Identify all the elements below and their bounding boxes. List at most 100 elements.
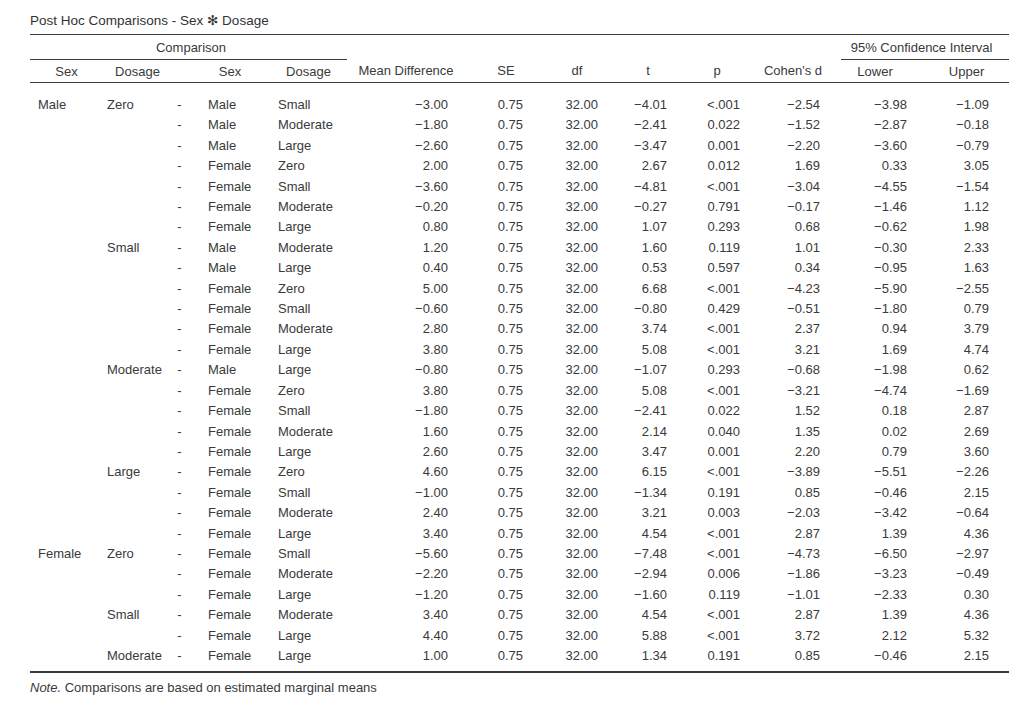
cell-p: <.001	[689, 605, 745, 625]
cell-cohens-d: 2.87	[745, 605, 841, 625]
cell-t: −1.34	[607, 483, 689, 503]
cell-cohens-d: 2.37	[745, 319, 841, 339]
cell-minus: -	[172, 95, 190, 115]
cell-df: 32.00	[547, 197, 607, 217]
cell-t: −0.27	[607, 197, 689, 217]
cell-sex-a	[30, 401, 103, 421]
ci-group-header: 95% Confidence Interval	[841, 35, 1009, 60]
cell-mean-difference: 4.60	[347, 462, 465, 482]
table-row: -FemaleLarge3.400.7532.004.54<.0012.871.…	[30, 524, 1009, 544]
table-row: -FemaleModerate2.400.7532.003.210.003−2.…	[30, 503, 1009, 523]
cell-ci-lower: −1.46	[841, 197, 909, 217]
cell-df: 32.00	[547, 646, 607, 666]
cell-sex-a: Female	[30, 544, 103, 564]
cell-p: 0.119	[689, 238, 745, 258]
cell-t: 0.53	[607, 258, 689, 278]
cell-mean-difference: 5.00	[347, 279, 465, 299]
cell-t: 6.68	[607, 279, 689, 299]
table-row: Large-FemaleZero4.600.7532.006.15<.001−3…	[30, 462, 1009, 482]
cell-minus: -	[172, 360, 190, 380]
cell-p: <.001	[689, 462, 745, 482]
cell-minus: -	[172, 238, 190, 258]
cell-se: 0.75	[465, 279, 547, 299]
cell-p: 0.119	[689, 585, 745, 605]
cell-minus: -	[172, 197, 190, 217]
cell-t: 3.74	[607, 319, 689, 339]
cell-ci-lower: −5.90	[841, 279, 909, 299]
cell-p: 0.597	[689, 258, 745, 278]
cell-se: 0.75	[465, 422, 547, 442]
table-row: -FemaleLarge−1.200.7532.00−1.600.119−1.0…	[30, 585, 1009, 605]
cell-ci-upper: −2.26	[909, 462, 1009, 482]
cell-ci-upper: 4.36	[909, 605, 1009, 625]
cell-dosage-a	[103, 197, 172, 217]
table-row: Small-FemaleModerate3.400.7532.004.54<.0…	[30, 605, 1009, 625]
cell-sex-a	[30, 217, 103, 237]
cell-p: 0.040	[689, 422, 745, 442]
cell-minus: -	[172, 585, 190, 605]
cell-dosage-a	[103, 177, 172, 197]
cell-t: 5.08	[607, 381, 689, 401]
cell-se: 0.75	[465, 646, 547, 666]
cell-t: −1.07	[607, 360, 689, 380]
cell-cohens-d: −0.17	[745, 197, 841, 217]
cell-sex-a	[30, 564, 103, 584]
cell-sex-b: Female	[190, 340, 270, 360]
cell-t: −3.47	[607, 136, 689, 156]
cell-dosage-a	[103, 585, 172, 605]
cell-df: 32.00	[547, 442, 607, 462]
cell-ci-upper: −1.54	[909, 177, 1009, 197]
cell-dosage-b: Zero	[270, 462, 347, 482]
cell-minus: -	[172, 422, 190, 442]
cell-sex-a	[30, 156, 103, 176]
cell-cohens-d: 1.69	[745, 156, 841, 176]
cell-t: 5.08	[607, 340, 689, 360]
cell-ci-lower: −2.87	[841, 115, 909, 135]
table-row: FemaleZero-FemaleSmall−5.600.7532.00−7.4…	[30, 544, 1009, 564]
cell-mean-difference: −1.80	[347, 115, 465, 135]
cell-cohens-d: −1.86	[745, 564, 841, 584]
cell-sex-b: Female	[190, 381, 270, 401]
table-row: -FemaleSmall−1.000.7532.00−1.340.1910.85…	[30, 483, 1009, 503]
cell-minus: -	[172, 340, 190, 360]
cell-mean-difference: −3.00	[347, 95, 465, 115]
cell-ci-upper: 2.69	[909, 422, 1009, 442]
cell-sex-a	[30, 299, 103, 319]
cell-minus: -	[172, 217, 190, 237]
cell-ci-lower: −0.46	[841, 646, 909, 666]
cell-mean-difference: −1.80	[347, 401, 465, 421]
cell-sex-a	[30, 360, 103, 380]
cell-sex-b: Female	[190, 217, 270, 237]
cell-se: 0.75	[465, 136, 547, 156]
cell-ci-upper: 2.15	[909, 483, 1009, 503]
cell-ci-upper: 3.79	[909, 319, 1009, 339]
cell-sex-a	[30, 258, 103, 278]
cell-ci-lower: −0.30	[841, 238, 909, 258]
cell-sex-a	[30, 279, 103, 299]
cell-ci-upper: −2.55	[909, 279, 1009, 299]
cell-se: 0.75	[465, 299, 547, 319]
cell-dosage-a: Zero	[103, 95, 172, 115]
cell-se: 0.75	[465, 197, 547, 217]
cell-minus: -	[172, 401, 190, 421]
table-row: Small-MaleModerate1.200.7532.001.600.119…	[30, 238, 1009, 258]
cell-cohens-d: −0.68	[745, 360, 841, 380]
cell-dosage-a: Moderate	[103, 360, 172, 380]
col-header-mean-difference: Mean Difference	[347, 60, 465, 83]
cell-cohens-d: 3.21	[745, 340, 841, 360]
cell-t: 3.21	[607, 503, 689, 523]
table-row: -FemaleLarge4.400.7532.005.88<.0013.722.…	[30, 626, 1009, 646]
cell-df: 32.00	[547, 483, 607, 503]
cell-cohens-d: 2.87	[745, 524, 841, 544]
cell-mean-difference: 3.40	[347, 524, 465, 544]
cell-ci-lower: −3.23	[841, 564, 909, 584]
cell-cohens-d: −3.89	[745, 462, 841, 482]
cell-se: 0.75	[465, 524, 547, 544]
table-row: -MaleModerate−1.800.7532.00−2.410.022−1.…	[30, 115, 1009, 135]
table-row: -FemaleModerate−0.200.7532.00−0.270.791−…	[30, 197, 1009, 217]
cell-sex-a: Male	[30, 95, 103, 115]
cell-ci-upper: 0.62	[909, 360, 1009, 380]
cell-dosage-a	[103, 156, 172, 176]
cell-se: 0.75	[465, 258, 547, 278]
cell-ci-upper: 3.05	[909, 156, 1009, 176]
